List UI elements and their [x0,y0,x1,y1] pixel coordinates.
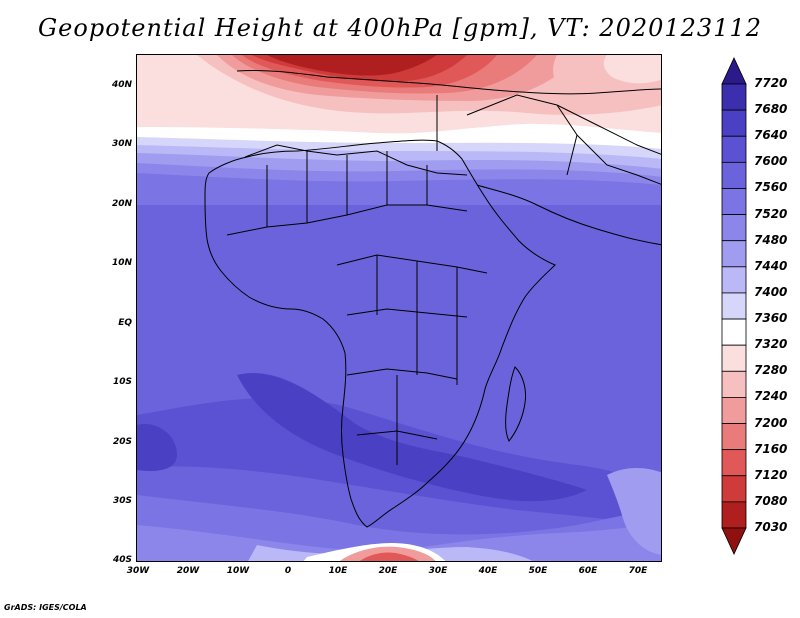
colorbar-tick-label: 7520 [754,206,788,221]
colorbar-swatch [721,135,747,163]
contour-band-west-7640 [137,424,177,472]
colorbar-swatch [721,240,747,268]
country-border-central-vertical [376,255,458,465]
lon-label: 50E [528,566,548,576]
colorbar-swatch [721,475,747,503]
colorbar-swatch [721,449,747,477]
contour-band-7640 [237,373,587,502]
colorbar-tick-label: 7360 [754,311,788,326]
colorbar-swatch [721,318,747,346]
contour-band-east-7440 [607,468,661,555]
country-border-east [556,104,661,185]
lon-label: 40E [478,566,498,576]
colorbar-tick-label: 7400 [754,284,788,299]
contour-band-south-7120 [359,552,419,561]
madagascar-coastline [505,366,526,442]
lat-label: 30N [111,139,132,149]
credit-text: GrADS: IGES/COLA [4,603,87,612]
colorbar-tick-label: 7280 [754,363,788,378]
lon-label: 0 [284,566,292,576]
map-plot-area [136,54,662,562]
colorbar-swatch [721,423,747,451]
colorbar-swatch [721,397,747,424]
lat-label: 10S [112,377,132,387]
colorbar-swatch [721,266,747,294]
lat-label: 20S [112,437,132,447]
colorbar-tick-label: 7030 [754,520,788,534]
colorbar-tick-label: 7720 [754,76,788,90]
colorbar-swatch [721,370,747,398]
lat-label: EQ [118,318,132,328]
lat-label: 40N [111,80,132,90]
colorbar [721,57,747,555]
colorbar-triangle-top [721,57,747,85]
lon-label: 10W [226,566,250,576]
country-border-middle-east [436,94,661,155]
colorbar-swatch [721,344,747,372]
arabia-coastline [476,184,661,246]
colorbar-tick-label: 7120 [754,467,788,482]
lon-label: 10E [328,566,348,576]
lon-label: 70E [628,566,648,576]
colorbar-tick-label: 7320 [754,337,788,352]
lon-label: 20W [176,566,200,576]
lat-label: 40S [112,555,132,565]
africa-coastline [204,139,556,528]
lon-label: 30W [126,566,150,576]
colorbar-swatch [721,161,747,189]
colorbar-tick-label: 7080 [754,493,788,508]
contour-band-7030 [267,55,437,76]
coastlines [204,69,661,528]
lon-label: 30E [428,566,448,576]
colorbar-swatch [721,83,747,111]
lat-label: 10N [111,258,132,268]
colorbar-tick-label: 7560 [754,180,788,195]
colorbar-tick-label: 7160 [754,441,788,456]
colorbar-tick-label: 7680 [754,102,788,117]
colorbar-tick-label: 7200 [754,415,788,430]
map-title: Geopotential Height at 400hPa [gpm], VT:… [38,14,762,42]
contour-field [137,55,661,561]
colorbar-swatch [721,188,747,215]
colorbar-tick-label: 7480 [754,232,788,247]
country-border-north [244,144,468,176]
colorbar-tick-label: 7440 [754,258,788,273]
colorbar-tick-label: 7600 [754,154,788,169]
colorbar-tick-label: 7640 [754,128,788,143]
lon-label: 60E [578,566,598,576]
lon-label: 20E [378,566,398,576]
colorbar-triangle-bottom [721,527,747,555]
colorbar-swatch [721,214,747,242]
colorbar-swatch [721,292,747,320]
colorbar-swatch [721,109,747,137]
contour-band-east-7280 [603,55,661,84]
country-border-vertical [266,151,428,227]
colorbar-tick-label: 7240 [754,389,788,404]
mediterranean-coastline [236,69,661,95]
lat-label: 30S [112,496,132,506]
colorbar-swatch [721,501,747,529]
lat-label: 20N [111,199,132,209]
